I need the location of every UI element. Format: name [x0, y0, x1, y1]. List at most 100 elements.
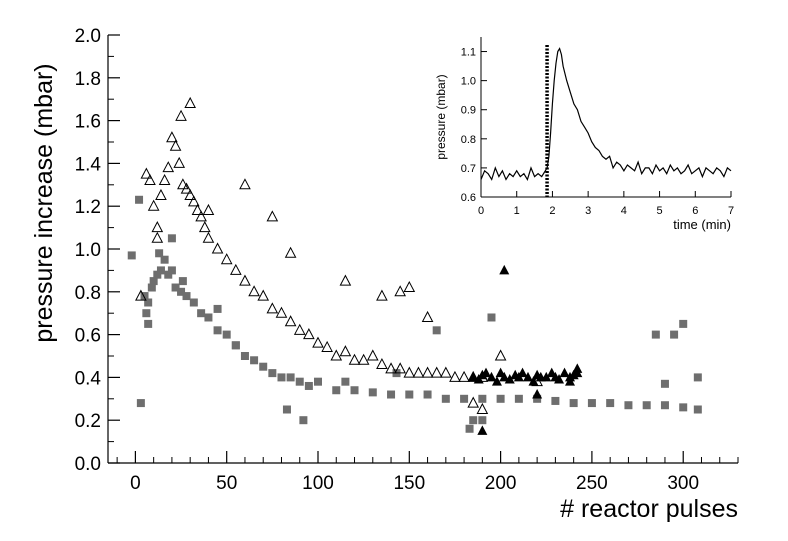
square-point [624, 401, 633, 410]
open-triangle-point [394, 285, 407, 297]
y-tick-label: 0.4 [75, 368, 102, 389]
inset-plot: 0.6 0.7 0.8 0.9 1.0 1.1 0 1 2 3 4 5 6 7 time (min) p… [434, 37, 734, 232]
open-triangle-point [187, 195, 200, 207]
inset-y-tick-label: 0.8 [461, 134, 476, 146]
x-tick-label: 150 [393, 473, 425, 494]
open-triangle-point [458, 370, 470, 382]
square-point [606, 399, 615, 408]
x-tick-label: 0 [130, 473, 141, 494]
open-triangle-point [239, 274, 251, 286]
filled-triangle-point [572, 363, 583, 373]
square-point [189, 298, 198, 307]
square-point [182, 292, 191, 301]
y-tick-label: 0.6 [75, 326, 101, 347]
inset-y-tick-label: 1.0 [461, 76, 476, 88]
square-point [213, 326, 222, 335]
open-triangle-point [220, 253, 233, 265]
inset-x-tick-label: 1 [514, 205, 520, 217]
open-triangle-point [494, 349, 507, 361]
square-point [304, 381, 313, 390]
open-triangle-point [293, 323, 306, 335]
filled-triangle-point [523, 371, 533, 382]
open-triangle-point [421, 310, 434, 322]
square-point [350, 386, 359, 395]
open-triangle-point [321, 340, 333, 352]
square-point [240, 352, 249, 360]
open-triangle-point [430, 366, 443, 378]
open-triangle-point [266, 302, 279, 314]
y-tick-label: 1.2 [75, 197, 101, 218]
square-point [569, 399, 578, 408]
filled-triangle-point [517, 367, 528, 378]
open-triangle-point [184, 188, 197, 200]
square-point [332, 386, 341, 395]
open-triangle-point [339, 274, 352, 286]
open-triangle-point [376, 357, 388, 370]
open-triangle-point [202, 203, 215, 215]
y-axis-label: pressure increase (mbar) [30, 63, 58, 342]
open-triangle-point [147, 199, 160, 211]
open-triangle-point [191, 203, 204, 215]
inset-series-line [480, 47, 732, 181]
square-point [213, 304, 222, 313]
filled-triangle-point [499, 371, 510, 382]
open-triangle-point [385, 362, 397, 374]
open-triangle-point [312, 336, 324, 348]
square-point [460, 394, 469, 403]
filled-triangle-point [486, 371, 497, 382]
square-point [496, 394, 505, 403]
square-point [144, 298, 153, 307]
square-point [670, 330, 679, 339]
open-triangle-point [229, 263, 242, 275]
square-point [197, 309, 206, 318]
open-triangle-point [266, 210, 279, 222]
square-point [136, 399, 145, 408]
open-triangle-point [155, 188, 167, 200]
x-tick-label: 50 [216, 473, 237, 494]
square-point [295, 377, 304, 386]
square-point [405, 390, 414, 399]
inset-x-tick-label: 5 [657, 205, 663, 217]
open-triangle-point [166, 131, 178, 143]
inset-background [481, 37, 731, 197]
inset-y-tick-label: 0.9 [461, 105, 476, 117]
square-point [178, 277, 187, 286]
square-point [478, 416, 487, 425]
filled-triangle-point [565, 376, 575, 386]
square-point [127, 251, 136, 260]
open-triangle-point [248, 285, 260, 297]
square-point [469, 416, 478, 425]
y-tick-label: 0.2 [75, 411, 101, 432]
square-point [341, 377, 350, 386]
square-point [660, 401, 669, 410]
square-point [153, 270, 162, 279]
square-point [432, 326, 441, 335]
square-point [551, 396, 560, 405]
open-triangle-point [366, 349, 379, 361]
square-point [135, 195, 144, 204]
square-point [465, 424, 474, 433]
open-triangle-point [284, 315, 297, 327]
open-triangle-point [202, 231, 215, 243]
square-point [250, 356, 259, 365]
open-triangle-point [339, 345, 352, 357]
filled-triangle-point [477, 425, 488, 435]
inset-x-axis-label: time (min) [673, 217, 731, 232]
y-tick-label: 1.8 [75, 69, 101, 90]
square-point [368, 388, 377, 397]
square-point [587, 399, 596, 408]
inset-x-tick-label: 2 [549, 205, 555, 217]
y-tick-label: 2.0 [75, 26, 101, 47]
square-point [441, 394, 450, 403]
inset-x-tick-label: 6 [692, 205, 698, 217]
square-point [149, 277, 158, 286]
open-triangle-point [284, 246, 297, 258]
open-triangle-point [421, 366, 434, 378]
y-tick-label: 1.6 [75, 112, 101, 133]
open-triangle-point [467, 396, 480, 408]
open-triangle-point [357, 353, 370, 365]
square-point [299, 416, 308, 425]
square-point [222, 330, 231, 339]
